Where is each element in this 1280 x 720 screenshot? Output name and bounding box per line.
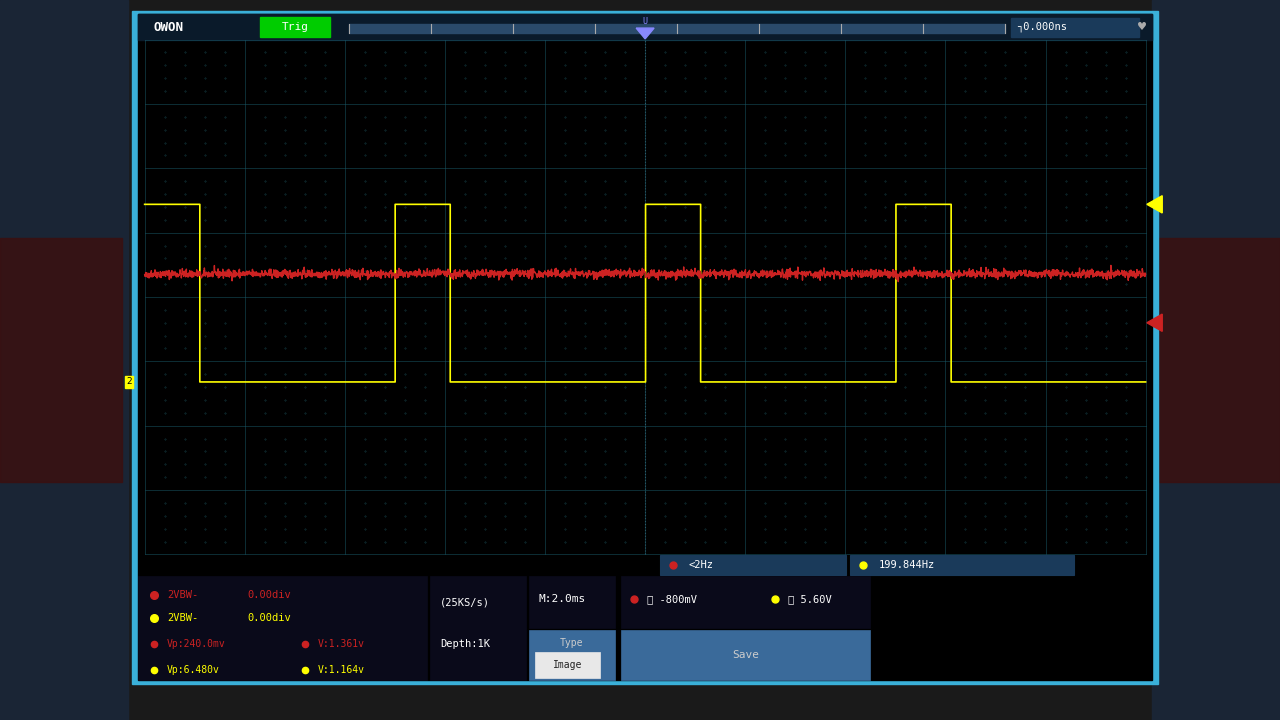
Text: V:1.164v: V:1.164v bbox=[317, 665, 365, 675]
Bar bbox=[430, 576, 526, 680]
Text: ∯ 5.60V: ∯ 5.60V bbox=[787, 594, 831, 604]
Bar bbox=[1152, 0, 1280, 720]
Text: (25KS/s): (25KS/s) bbox=[440, 597, 490, 607]
Text: V:1.361v: V:1.361v bbox=[317, 639, 365, 649]
Bar bbox=[0, 238, 122, 482]
Text: Trig: Trig bbox=[282, 22, 308, 32]
Text: ┐0.000ns: ┐0.000ns bbox=[1018, 22, 1068, 32]
Polygon shape bbox=[636, 28, 654, 39]
Text: 2VBW-: 2VBW- bbox=[168, 613, 198, 623]
Bar bbox=[535, 652, 599, 678]
Text: 199.844Hz: 199.844Hz bbox=[878, 560, 934, 570]
Text: Depth:1K: Depth:1K bbox=[440, 639, 490, 649]
Text: 0.00div: 0.00div bbox=[247, 613, 291, 623]
Polygon shape bbox=[1147, 314, 1162, 331]
Text: Vp:6.480v: Vp:6.480v bbox=[166, 665, 219, 675]
Text: 2: 2 bbox=[127, 377, 132, 387]
Text: Vp:240.0mv: Vp:240.0mv bbox=[166, 639, 225, 649]
Bar bbox=[349, 24, 1005, 33]
Text: <2Hz: <2Hz bbox=[689, 560, 713, 570]
Bar bbox=[621, 576, 869, 628]
Text: M:2.0ms: M:2.0ms bbox=[539, 594, 586, 604]
Bar bbox=[0, 0, 128, 720]
Text: Image: Image bbox=[553, 660, 582, 670]
Bar bbox=[529, 576, 614, 628]
Text: Type: Type bbox=[559, 638, 584, 648]
Bar bbox=[260, 17, 330, 37]
Text: ∯ -800mV: ∯ -800mV bbox=[646, 594, 696, 604]
Bar bbox=[850, 555, 1074, 575]
Bar bbox=[138, 14, 1152, 680]
Bar bbox=[529, 630, 614, 680]
Text: OWON: OWON bbox=[154, 20, 183, 34]
Bar bbox=[1158, 238, 1280, 482]
Bar bbox=[621, 630, 869, 680]
Bar bbox=[1011, 18, 1139, 37]
Text: Save: Save bbox=[732, 650, 759, 660]
Bar bbox=[138, 14, 1152, 40]
Text: 2VBW-: 2VBW- bbox=[168, 590, 198, 600]
Bar bbox=[660, 555, 846, 575]
Text: U: U bbox=[643, 17, 648, 26]
Bar bbox=[132, 11, 1158, 684]
Polygon shape bbox=[1147, 196, 1162, 213]
Text: 0.00div: 0.00div bbox=[247, 590, 291, 600]
Text: ♥: ♥ bbox=[1137, 22, 1147, 32]
Bar bbox=[138, 576, 428, 680]
